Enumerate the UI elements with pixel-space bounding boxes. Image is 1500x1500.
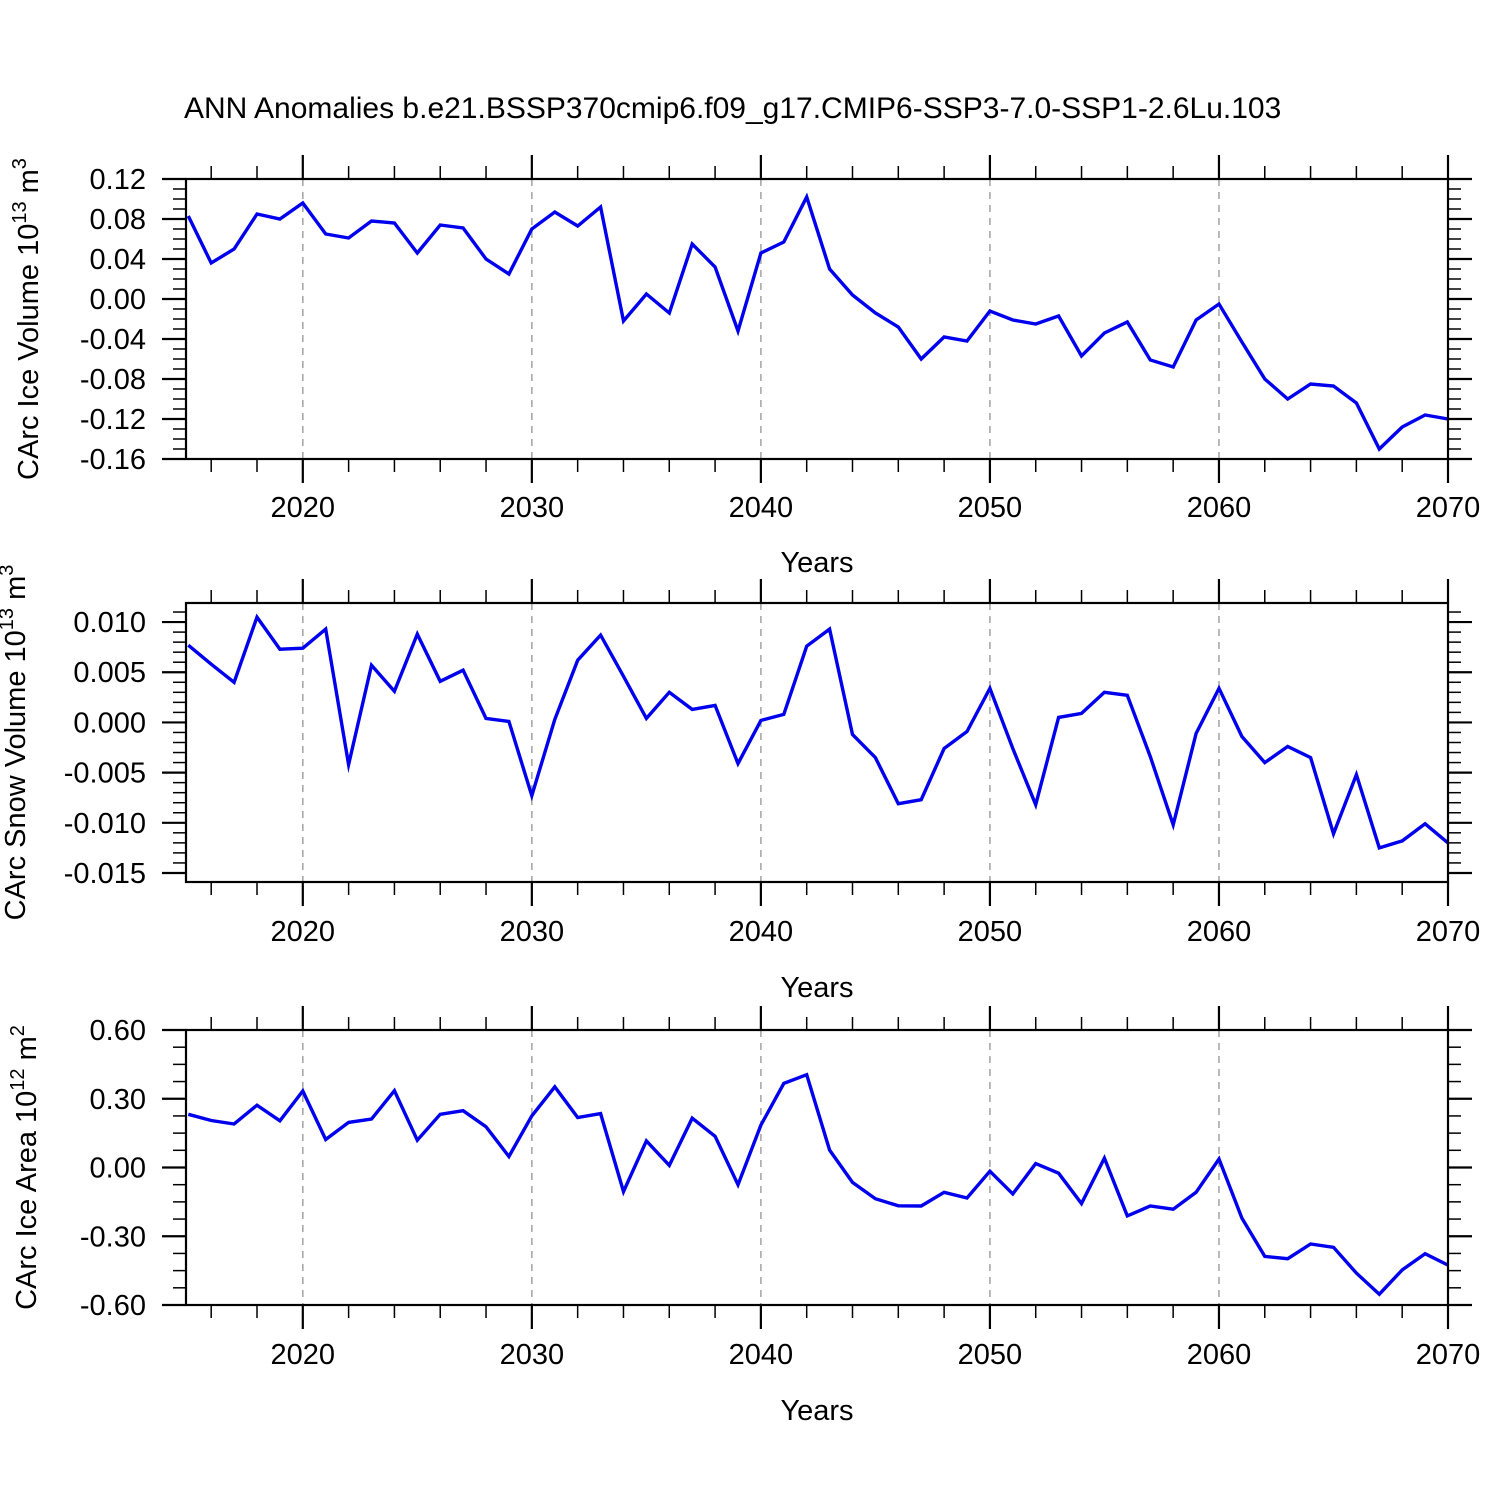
panel-snow-volume: 2020 2030 2040 2050 2060 2070 0.010 0.005 0.000 -… — [0, 565, 1480, 1004]
y-tick-label: 0.30 — [90, 1084, 146, 1116]
x-tick-label: 2030 — [500, 1339, 565, 1371]
snow-volume-frame — [184, 601, 1450, 884]
ice-area-line — [187, 1072, 1449, 1297]
y-tick-label: 0.00 — [90, 284, 146, 316]
y-tick-label: -0.60 — [80, 1290, 146, 1322]
snow-volume-line — [187, 613, 1450, 851]
ice-area-x-tick-labels: 2020 2030 2040 2050 2060 2070 — [271, 1339, 1481, 1371]
y-tick-label: -0.08 — [80, 364, 146, 396]
x-tick-label: 2060 — [1187, 492, 1252, 524]
x-tick-label: 2070 — [1416, 916, 1481, 948]
y-tick-label: -0.12 — [80, 404, 146, 436]
y-tick-label: 0.00 — [90, 1153, 146, 1185]
y-tick-label: 0.010 — [73, 607, 146, 639]
y-tick-label: -0.015 — [64, 858, 146, 890]
y-tick-label: 0.12 — [90, 164, 146, 196]
y-tick-label: -0.30 — [80, 1221, 146, 1253]
ice-volume-yaxis-title: CArc Ice Volume 1013 m3 — [9, 158, 45, 480]
snow-volume-y-tick-labels: 0.010 0.005 0.000 -0.005 -0.010 -0.015 — [64, 607, 146, 890]
ice-area-ticks — [162, 1006, 1472, 1329]
x-tick-label: 2070 — [1416, 1339, 1481, 1371]
ice-volume-ticks — [162, 155, 1472, 483]
x-tick-label: 2050 — [958, 916, 1023, 948]
ice-volume-line — [186, 192, 1449, 452]
x-tick-label: 2050 — [958, 1339, 1023, 1371]
y-tick-label: 0.005 — [73, 657, 146, 689]
panel-ice-area: 2020 2030 2040 2050 2060 2070 0.60 0.30 0.00 -0.3… — [7, 1006, 1480, 1427]
ice-area-y-tick-labels: 0.60 0.30 0.00 -0.30 -0.60 — [80, 1015, 146, 1322]
snow-volume-x-tick-labels: 2020 2030 2040 2050 2060 2070 — [271, 916, 1481, 948]
y-tick-label: -0.04 — [80, 324, 146, 356]
snow-volume-ticks — [162, 579, 1472, 906]
x-tick-label: 2040 — [729, 916, 794, 948]
y-tick-label: -0.005 — [64, 758, 146, 790]
x-tick-label: 2050 — [958, 492, 1023, 524]
y-tick-label: 0.08 — [90, 204, 146, 236]
x-tick-label: 2030 — [500, 492, 565, 524]
ice-volume-gridlines — [302, 179, 1220, 459]
x-tick-label: 2030 — [500, 916, 565, 948]
x-tick-label: 2060 — [1187, 1339, 1252, 1371]
y-tick-label: -0.010 — [64, 808, 146, 840]
snow-volume-gridlines — [302, 603, 1220, 882]
ice-area-xaxis-title: Years — [780, 1395, 853, 1427]
y-tick-label: 0.04 — [90, 244, 146, 276]
x-tick-label: 2060 — [1187, 916, 1252, 948]
x-tick-label: 2070 — [1416, 492, 1481, 524]
y-tick-label: -0.16 — [80, 444, 146, 476]
ice-volume-x-tick-labels: 2020 2030 2040 2050 2060 2070 — [271, 492, 1481, 524]
snow-volume-yaxis-title: CArc Snow Volume 1013 m3 — [0, 565, 32, 921]
x-tick-label: 2020 — [271, 916, 336, 948]
ice-area-frame — [184, 1028, 1450, 1307]
x-tick-label: 2020 — [271, 1339, 336, 1371]
y-tick-label: 0.60 — [90, 1015, 146, 1047]
x-tick-label: 2040 — [729, 1339, 794, 1371]
panel-ice-volume: 2020 2030 2040 2050 2060 2070 0.12 0.08 0.04 0.00… — [9, 155, 1480, 579]
ice-volume-xaxis-title: Years — [780, 547, 853, 579]
figure-title: ANN Anomalies b.e21.BSSP370cmip6.f09_g17… — [184, 92, 1282, 125]
ice-area-yaxis-title: CArc Ice Area 1012 m2 — [7, 1025, 43, 1310]
y-tick-label: 0.000 — [73, 707, 146, 739]
x-tick-label: 2040 — [729, 492, 794, 524]
ice-volume-y-tick-labels: 0.12 0.08 0.04 0.00 -0.04 -0.08 -0.12 -0.16 — [80, 164, 146, 476]
x-tick-label: 2020 — [271, 492, 336, 524]
snow-volume-xaxis-title: Years — [780, 972, 853, 1004]
ice-area-gridlines — [302, 1030, 1220, 1305]
